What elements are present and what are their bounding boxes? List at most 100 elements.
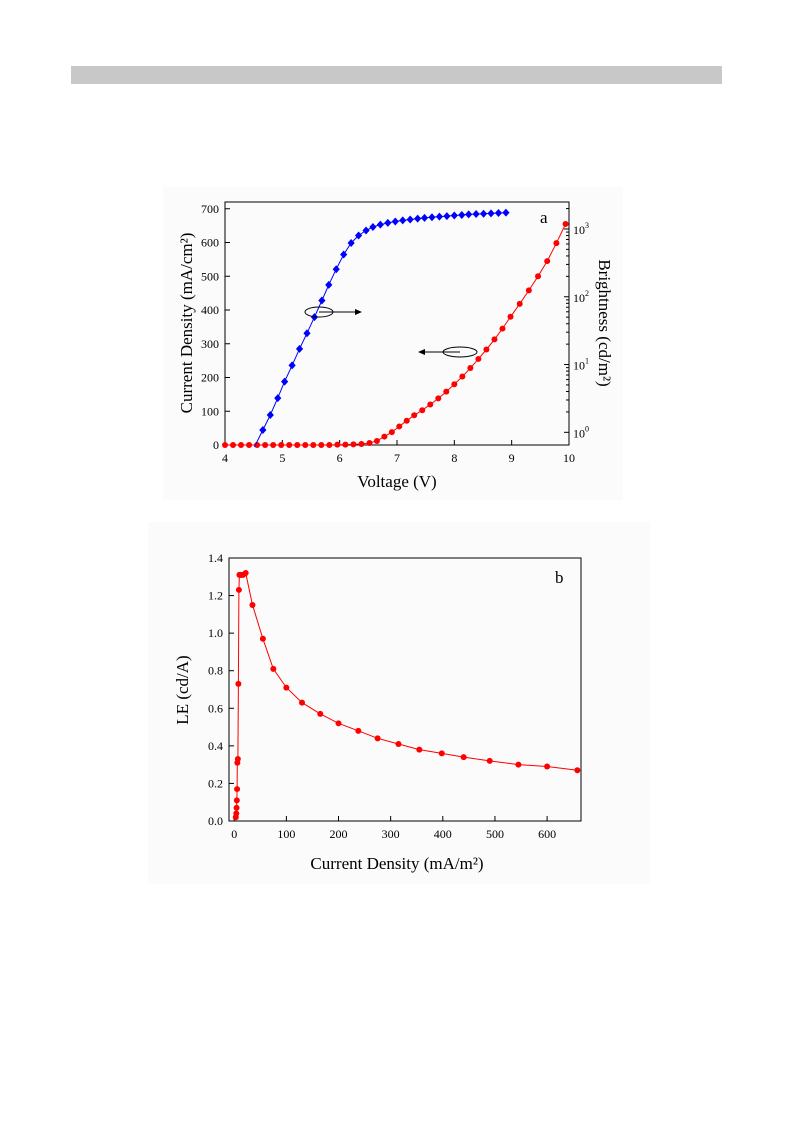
x-tick-label: 400 [434,827,452,841]
current-density-data-point [553,240,560,247]
blue-series-right-axis-indicator [304,306,362,318]
y2-tick-label: 101 [573,357,589,373]
x-tick-label: 0 [231,827,237,841]
brightness-data-point [494,209,503,218]
brightness-data-point [399,216,407,225]
y-tick-label: 600 [201,236,219,250]
luminous-efficiency-data-point [486,757,493,764]
y2-tick-base: 10 [573,359,585,373]
panel-b-frame [228,557,582,822]
current-density-data-point [544,258,551,265]
brightness-data-point [318,296,326,305]
brightness-data-point [450,211,458,220]
brightness-data-point [347,239,355,248]
current-density-data-point [443,388,450,395]
current-density-data-point [246,442,253,448]
panel-b-y-axis: 0.0 0.2 0.4 0.6 0.8 1.0 1.2 1.4 [208,551,234,828]
current-density-data-point [238,442,245,448]
luminous-efficiency-data-point [335,720,342,727]
luminous-efficiency-data-point [249,601,256,608]
current-density-data-point [507,313,514,320]
current-density-data-point [403,417,410,424]
header-bar [71,66,722,84]
brightness-data-point [472,210,480,219]
current-density-data-point [562,220,569,227]
brightness-data-point [487,209,495,218]
brightness-data-point [332,265,340,274]
current-density-data-point [419,407,426,414]
current-density-data-point [467,365,474,372]
brightness-data-point [384,218,392,227]
brightness-data-point [479,209,488,218]
current-density-data-point [396,423,403,430]
current-density-data-point [270,442,277,448]
luminous-efficiency-data-point [242,570,249,577]
brightness-data-point [414,214,422,223]
panel-a-background [163,187,623,500]
x-tick-label: 300 [382,827,400,841]
current-density-data-point [516,300,523,307]
y-tick-label: 1.4 [208,551,223,565]
brightness-data-point [303,329,311,338]
current-density-data-point [366,439,373,446]
current-density-data-point [310,442,317,448]
y-tick-label: 0.6 [208,701,223,715]
luminous-efficiency-data-point [374,735,381,742]
luminous-efficiency-data-point [544,763,551,770]
panel-b-letter: b [555,568,564,587]
brightness-data-point [354,231,363,240]
y-tick-label: 200 [201,371,219,385]
current-density-data-point [535,273,542,280]
y2-tick-base: 10 [573,426,585,440]
luminous-efficiency-data-point [574,767,581,774]
luminous-efficiency-data-point [235,680,242,687]
brightness-data-point [266,411,274,420]
y2-tick-exponent: 3 [585,221,589,230]
current-density-data-point [381,433,388,440]
luminous-efficiency-data-point [259,635,266,642]
luminous-efficiency-data-point [234,786,241,793]
y-tick-label: 1.2 [208,589,223,603]
luminous-efficiency-data-point [460,754,467,761]
x-tick-label: 9 [509,451,515,465]
panel-b-background [148,522,650,884]
current-density-data-point [499,325,506,332]
panel-a-series [222,208,569,448]
current-density-data-point [262,442,269,448]
brightness-data-point [376,220,384,229]
y2-tick-exponent: 2 [585,289,589,298]
current-density-data-point [302,442,309,448]
y-tick-label: 700 [201,202,219,216]
brightness-data-point [369,222,377,231]
current-density-data-point [294,442,301,448]
panel-a-y2-axis-title: Brightness (cd/m²) [595,259,614,386]
y-tick-label: 400 [201,303,219,317]
current-density-data-point [342,441,349,448]
luminous-efficiency-data-point [395,740,402,747]
current-density-data-point [373,437,380,444]
y-tick-label: 0 [213,438,219,452]
x-tick-label: 8 [451,451,457,465]
current-density-data-point [475,355,482,362]
x-tick-label: 5 [279,451,285,465]
brightness-data-point [465,210,473,219]
x-tick-label: 600 [538,827,556,841]
current-density-data-point [222,442,228,448]
current-density-data-point [525,287,532,294]
current-density-data-point [483,346,490,353]
x-tick-label: 100 [277,827,295,841]
luminous-efficiency-data-point [235,586,242,593]
y-tick-label: 0.4 [208,739,223,753]
y-tick-label: 300 [201,337,219,351]
brightness-data-point [325,280,333,289]
brightness-data-point [362,226,370,235]
y2-tick-exponent: 1 [585,357,589,366]
y2-tick-label: 102 [573,289,589,305]
brightness-data-point [458,210,466,219]
current-density-data-point [230,442,237,448]
luminous-efficiency-data-point [233,810,240,817]
current-density-data-point [435,395,442,402]
panel-b-x-axis: 0 100 200 300 400 500 600 [231,816,556,841]
current-density-data-point [411,412,418,419]
panel-a-x-axis-title: Voltage (V) [357,472,436,491]
